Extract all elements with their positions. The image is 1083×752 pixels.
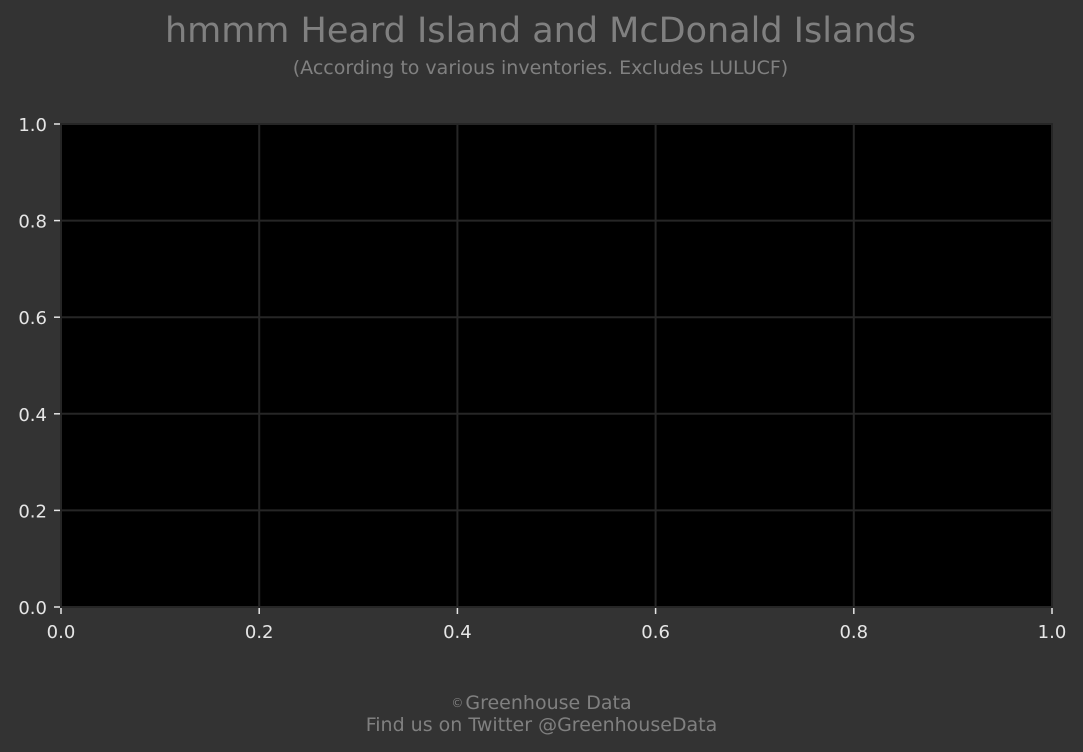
- chart-title: hmmm Heard Island and McDonald Islands: [164, 11, 917, 51]
- x-tick-label: 0.0: [47, 622, 76, 643]
- tick-labels: 0.0 0.2 0.4 0.6 0.8 1.0 0.0 0.2 0.4 0.6 0.8 1.0: [18, 115, 1066, 643]
- y-tick-label: 0.2: [18, 501, 47, 522]
- plot-area: [61, 124, 1052, 607]
- y-tick-label: 0.6: [18, 308, 47, 329]
- axes: [54, 123, 1053, 614]
- x-tick-label: 0.6: [641, 622, 670, 643]
- footer: © Greenhouse Data Find us on Twitter @Gre…: [0, 692, 1083, 736]
- x-tick-label: 0.2: [245, 622, 274, 643]
- y-tick-label: 0.4: [18, 405, 47, 426]
- chart-subtitle: (According to various inventories. Exclu…: [292, 57, 789, 79]
- footer-line-1: © Greenhouse Data: [0, 692, 1083, 714]
- y-tick-label: 1.0: [18, 115, 47, 136]
- y-tick-label: 0.0: [18, 598, 47, 619]
- x-tick-label: 0.4: [443, 622, 472, 643]
- y-tick-label: 0.8: [18, 212, 47, 233]
- x-tick-label: 1.0: [1038, 622, 1067, 643]
- x-tick-label: 0.8: [839, 622, 868, 643]
- footer-line-2: Find us on Twitter @GreenhouseData: [365, 714, 718, 736]
- plot-border: [60, 123, 1053, 608]
- footer-brand: Greenhouse Data: [465, 692, 632, 714]
- copyright-icon: ©: [451, 696, 464, 710]
